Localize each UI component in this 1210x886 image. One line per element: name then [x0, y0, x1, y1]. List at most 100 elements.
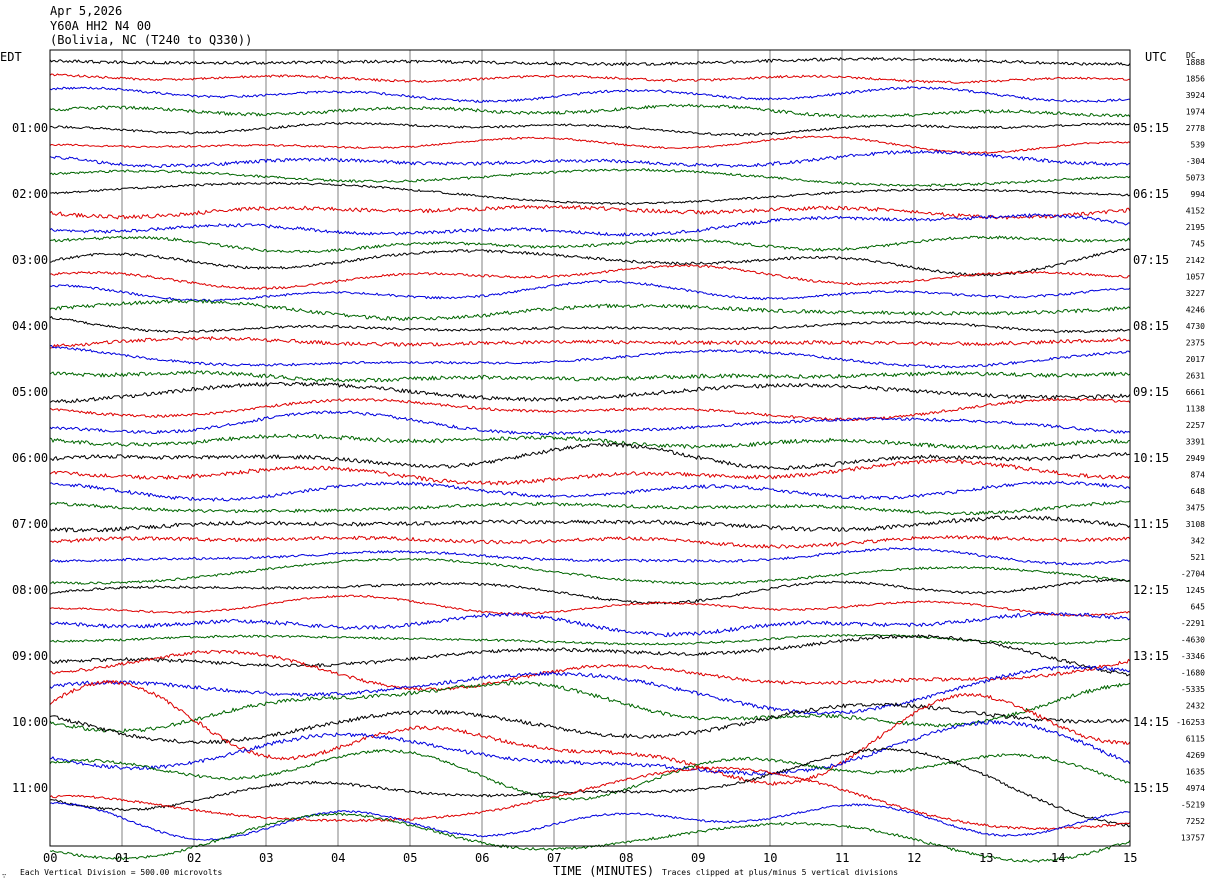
x-tick-05: 05 — [403, 851, 417, 865]
trace-line — [49, 397, 1131, 421]
right-time-label: 14:15 — [1133, 715, 1169, 729]
trace-line — [49, 611, 1131, 638]
trace-line — [49, 279, 1131, 302]
dc-offset-label: 3391 — [1186, 438, 1205, 447]
left-time-label: 03:00 — [12, 253, 48, 267]
x-tick-13: 13 — [979, 851, 993, 865]
dc-offset-label: 539 — [1191, 141, 1206, 150]
trace-line — [49, 235, 1131, 254]
dc-offset-label: 1057 — [1186, 273, 1205, 282]
trace-line — [49, 749, 1131, 801]
x-axis-ticks: 00 01 02 03 04 05 06 07 08 09 10 11 12 13 14 15 — [43, 851, 1137, 865]
dc-offset-label: -16253 — [1176, 718, 1205, 727]
dc-offset-label: 2949 — [1186, 454, 1205, 463]
dc-offset-label: 645 — [1191, 603, 1206, 612]
dc-offset-label: 874 — [1191, 471, 1206, 480]
trace-line — [49, 594, 1131, 617]
trace-line — [49, 264, 1131, 290]
trace-line — [49, 634, 1131, 677]
dc-offset-label: 1888 — [1186, 58, 1205, 67]
trace-line — [49, 345, 1131, 369]
dc-offset-label: -4630 — [1181, 636, 1205, 645]
x-tick-09: 09 — [691, 851, 705, 865]
x-tick-06: 06 — [475, 851, 489, 865]
trace-line — [49, 336, 1131, 349]
left-time-label: 05:00 — [12, 385, 48, 399]
dc-offset-label: -5335 — [1181, 685, 1205, 694]
trace-line — [49, 103, 1131, 118]
trace-line — [49, 248, 1131, 277]
right-time-label: 06:15 — [1133, 187, 1169, 201]
chart-grid — [121, 50, 1059, 846]
left-time-label: 09:00 — [12, 649, 48, 663]
trace-line — [49, 459, 1131, 486]
dc-offset-label: -304 — [1186, 157, 1205, 166]
dc-offset-label: 521 — [1191, 553, 1206, 562]
dc-offset-label: 2142 — [1186, 256, 1205, 265]
left-time-labels: 01:00 02:00 03:00 04:00 05:00 06:00 07:00 08:00… — [12, 121, 48, 795]
right-time-label: 09:15 — [1133, 385, 1169, 399]
dc-offset-label: 648 — [1191, 487, 1206, 496]
right-time-labels: 05:15 06:15 07:15 08:15 09:15 10:15 11:15 12:15… — [1133, 121, 1169, 795]
trace-line — [49, 213, 1131, 237]
right-time-label: 12:15 — [1133, 583, 1169, 597]
trace-line — [49, 720, 1131, 776]
left-time-label: 07:00 — [12, 517, 48, 531]
corner-mark-icon: ∵ — [2, 872, 6, 880]
x-tick-07: 07 — [547, 851, 561, 865]
dc-offset-label: 5073 — [1186, 174, 1205, 183]
right-time-label: 05:15 — [1133, 121, 1169, 135]
right-time-label: 11:15 — [1133, 517, 1169, 531]
dc-offset-label: 4246 — [1186, 306, 1205, 315]
dc-offset-label: 342 — [1191, 537, 1206, 546]
x-tick-04: 04 — [331, 851, 345, 865]
trace-line — [49, 370, 1131, 383]
trace-line — [49, 649, 1131, 692]
right-time-label: 13:15 — [1133, 649, 1169, 663]
trace-line — [49, 702, 1131, 744]
trace-line — [49, 665, 1131, 715]
trace-line — [49, 121, 1131, 137]
dc-offset-label: 6661 — [1186, 388, 1205, 397]
trace-line — [49, 57, 1131, 66]
dc-offset-label: -2291 — [1181, 619, 1205, 628]
left-time-label: 01:00 — [12, 121, 48, 135]
x-tick-01: 01 — [115, 851, 129, 865]
trace-line — [50, 535, 1131, 549]
dc-offset-label: 1635 — [1186, 768, 1205, 777]
dc-offset-label: 4730 — [1186, 322, 1205, 331]
dc-offset-label: -1680 — [1181, 669, 1205, 678]
trace-line — [49, 680, 1131, 734]
right-time-label: 07:15 — [1133, 253, 1169, 267]
dc-offset-label: 994 — [1191, 190, 1206, 199]
station-code: Y60A HH2 N4 00 — [50, 19, 152, 33]
dc-offset-label: 3108 — [1186, 520, 1205, 529]
dc-offset-label: 1138 — [1186, 405, 1205, 414]
x-tick-10: 10 — [763, 851, 777, 865]
x-tick-12: 12 — [907, 851, 921, 865]
right-timezone-label: UTC — [1145, 50, 1167, 64]
trace-line — [49, 633, 1131, 646]
dc-offset-label: 1245 — [1186, 586, 1205, 595]
x-tick-03: 03 — [259, 851, 273, 865]
dc-header-label: DC — [1186, 51, 1196, 60]
trace-line — [49, 442, 1130, 471]
scale-note: Each Vertical Division = 500.00 microvol… — [20, 868, 222, 877]
dc-offset-label: 2195 — [1186, 223, 1205, 232]
trace-line — [49, 578, 1131, 605]
chart-date: Apr 5,2026 — [50, 4, 123, 18]
right-time-label: 10:15 — [1133, 451, 1169, 465]
trace-line — [49, 204, 1131, 220]
dc-offset-label: 4269 — [1186, 751, 1205, 760]
dc-offset-label: -5219 — [1181, 801, 1205, 810]
trace-line — [49, 812, 1131, 863]
trace-line — [49, 381, 1131, 404]
seismic-traces — [49, 57, 1131, 863]
dc-offset-label: 3227 — [1186, 289, 1205, 298]
trace-line — [49, 135, 1131, 154]
trace-line — [49, 547, 1131, 566]
trace-line — [49, 168, 1131, 187]
trace-line — [49, 801, 1131, 841]
x-axis-title: TIME (MINUTES) — [553, 864, 654, 878]
x-tick-11: 11 — [835, 851, 849, 865]
